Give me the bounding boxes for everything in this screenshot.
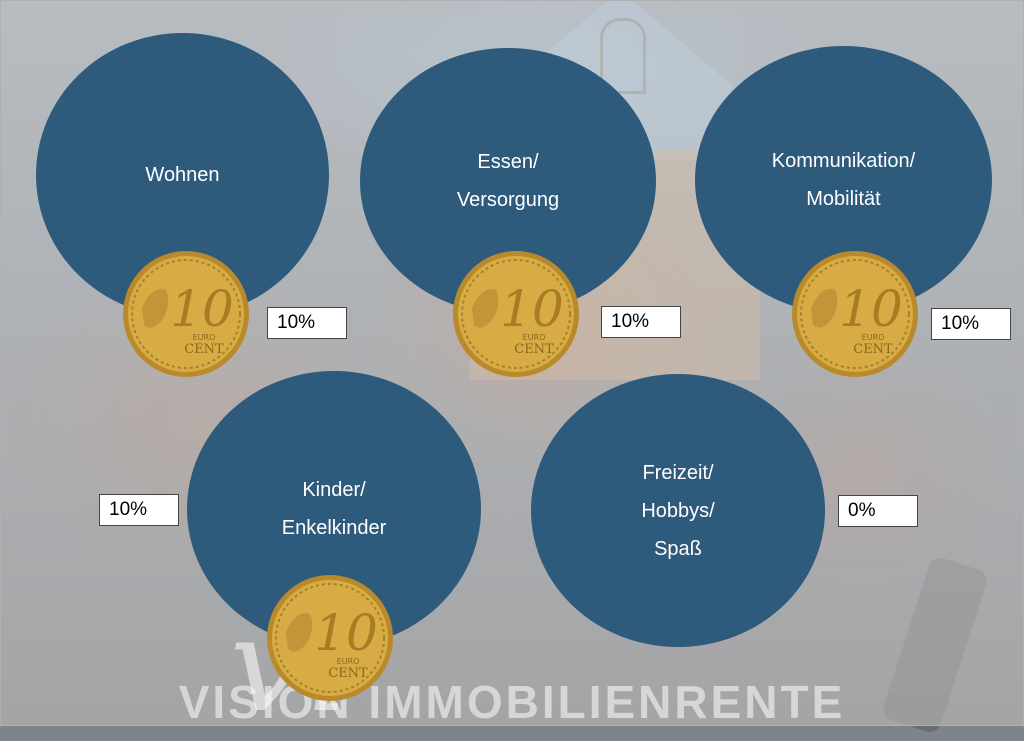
svg-text:10: 10 <box>500 280 564 338</box>
svg-text:10: 10 <box>839 280 903 338</box>
percent-box-kinder-enkelkinder[interactable]: 10% <box>99 494 179 526</box>
category-label-line: Kommunikation/ <box>771 150 916 172</box>
svg-text:EURO: EURO <box>193 333 216 342</box>
euro-10-cent-coin-icon[interactable]: 10 EURO CENT <box>266 574 394 702</box>
svg-text:CENT: CENT <box>853 342 893 357</box>
percent-box-kommunikation-mobilitaet[interactable]: 10% <box>931 308 1011 340</box>
svg-text:EURO: EURO <box>337 657 360 666</box>
category-label-line: Essen/ <box>477 151 539 173</box>
house-window-shape <box>600 18 646 94</box>
category-label-line: Kinder/ <box>302 479 366 501</box>
category-label-line: Enkelkinder <box>281 517 387 539</box>
percent-box-freizeit-hobbys-spass[interactable]: 0% <box>838 495 918 527</box>
percent-box-wohnen[interactable]: 10% <box>267 307 347 339</box>
svg-text:CENT: CENT <box>328 666 368 681</box>
svg-text:10: 10 <box>314 604 378 662</box>
svg-text:CENT: CENT <box>514 342 554 357</box>
category-label-line: Wohnen <box>145 164 220 186</box>
category-label-line: Spaß <box>654 537 702 560</box>
percent-box-essen-versorgung[interactable]: 10% <box>601 306 681 338</box>
category-label-line: Hobbys/ <box>641 499 715 522</box>
category-label-line: Mobilität <box>806 188 881 210</box>
svg-text:10: 10 <box>170 280 234 338</box>
category-label-line: Versorgung <box>456 189 560 211</box>
category-label-line: Freizeit/ <box>642 461 714 484</box>
svg-text:CENT: CENT <box>184 342 224 357</box>
svg-text:EURO: EURO <box>862 333 885 342</box>
euro-10-cent-coin-icon[interactable]: 10 EURO CENT <box>122 250 250 378</box>
euro-10-cent-coin-icon[interactable]: 10 EURO CENT <box>791 250 919 378</box>
category-freizeit-hobbys-spass: Freizeit/ Hobbys/ Spaß <box>531 374 825 647</box>
euro-10-cent-coin-icon[interactable]: 10 EURO CENT <box>452 250 580 378</box>
svg-text:EURO: EURO <box>523 333 546 342</box>
watermark-text: VISION IMMOBILIENRENTE <box>178 676 846 728</box>
